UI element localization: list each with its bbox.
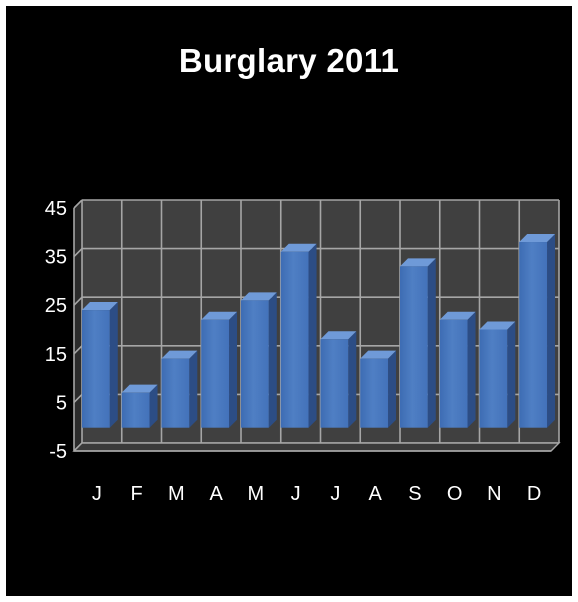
y-axis-ticks: -5 5 15 25 35 45 <box>45 198 67 463</box>
y-tick-label: 45 <box>45 198 67 220</box>
bar-a-4 <box>201 311 238 428</box>
y-tick-label: -5 <box>49 441 67 463</box>
x-tick-label: J <box>330 483 340 505</box>
bar-s-9 <box>399 258 436 428</box>
bar-o-10 <box>439 311 476 428</box>
y-tick-label: 35 <box>45 247 67 269</box>
bar-j-1 <box>81 302 118 428</box>
x-tick-label: F <box>131 483 143 505</box>
x-tick-label: D <box>527 483 541 505</box>
bar-n-11 <box>479 321 516 428</box>
x-tick-label: S <box>408 483 421 505</box>
chart-plot-area: -5 5 15 25 35 45 J F M A M J J A S O N D <box>45 198 561 505</box>
x-tick-label: J <box>291 483 301 505</box>
x-tick-label: O <box>447 483 463 505</box>
x-tick-label: M <box>168 483 185 505</box>
x-tick-label: A <box>209 483 223 505</box>
bar-m-5 <box>240 292 277 428</box>
y-tick-label: 5 <box>56 392 67 414</box>
bar-j-7 <box>320 331 357 428</box>
bar-a-8 <box>360 350 397 428</box>
bar-j-6 <box>280 243 317 428</box>
plot-floor <box>72 442 561 452</box>
bar-m-3 <box>161 350 198 428</box>
x-tick-label: J <box>92 483 102 505</box>
y-tick-label: 25 <box>45 295 67 317</box>
x-tick-label: A <box>368 483 382 505</box>
chart-frame: Burglary 2011 -5 5 15 25 35 45 J F M A M J J A S O N D <box>6 6 572 596</box>
x-tick-label: M <box>248 483 265 505</box>
x-tick-label: N <box>487 483 501 505</box>
bars <box>81 234 556 428</box>
bar-f-2 <box>121 384 158 428</box>
y-tick-label: 15 <box>45 344 67 366</box>
chart-title: Burglary 2011 <box>178 42 400 79</box>
bar-d-12 <box>519 234 556 428</box>
